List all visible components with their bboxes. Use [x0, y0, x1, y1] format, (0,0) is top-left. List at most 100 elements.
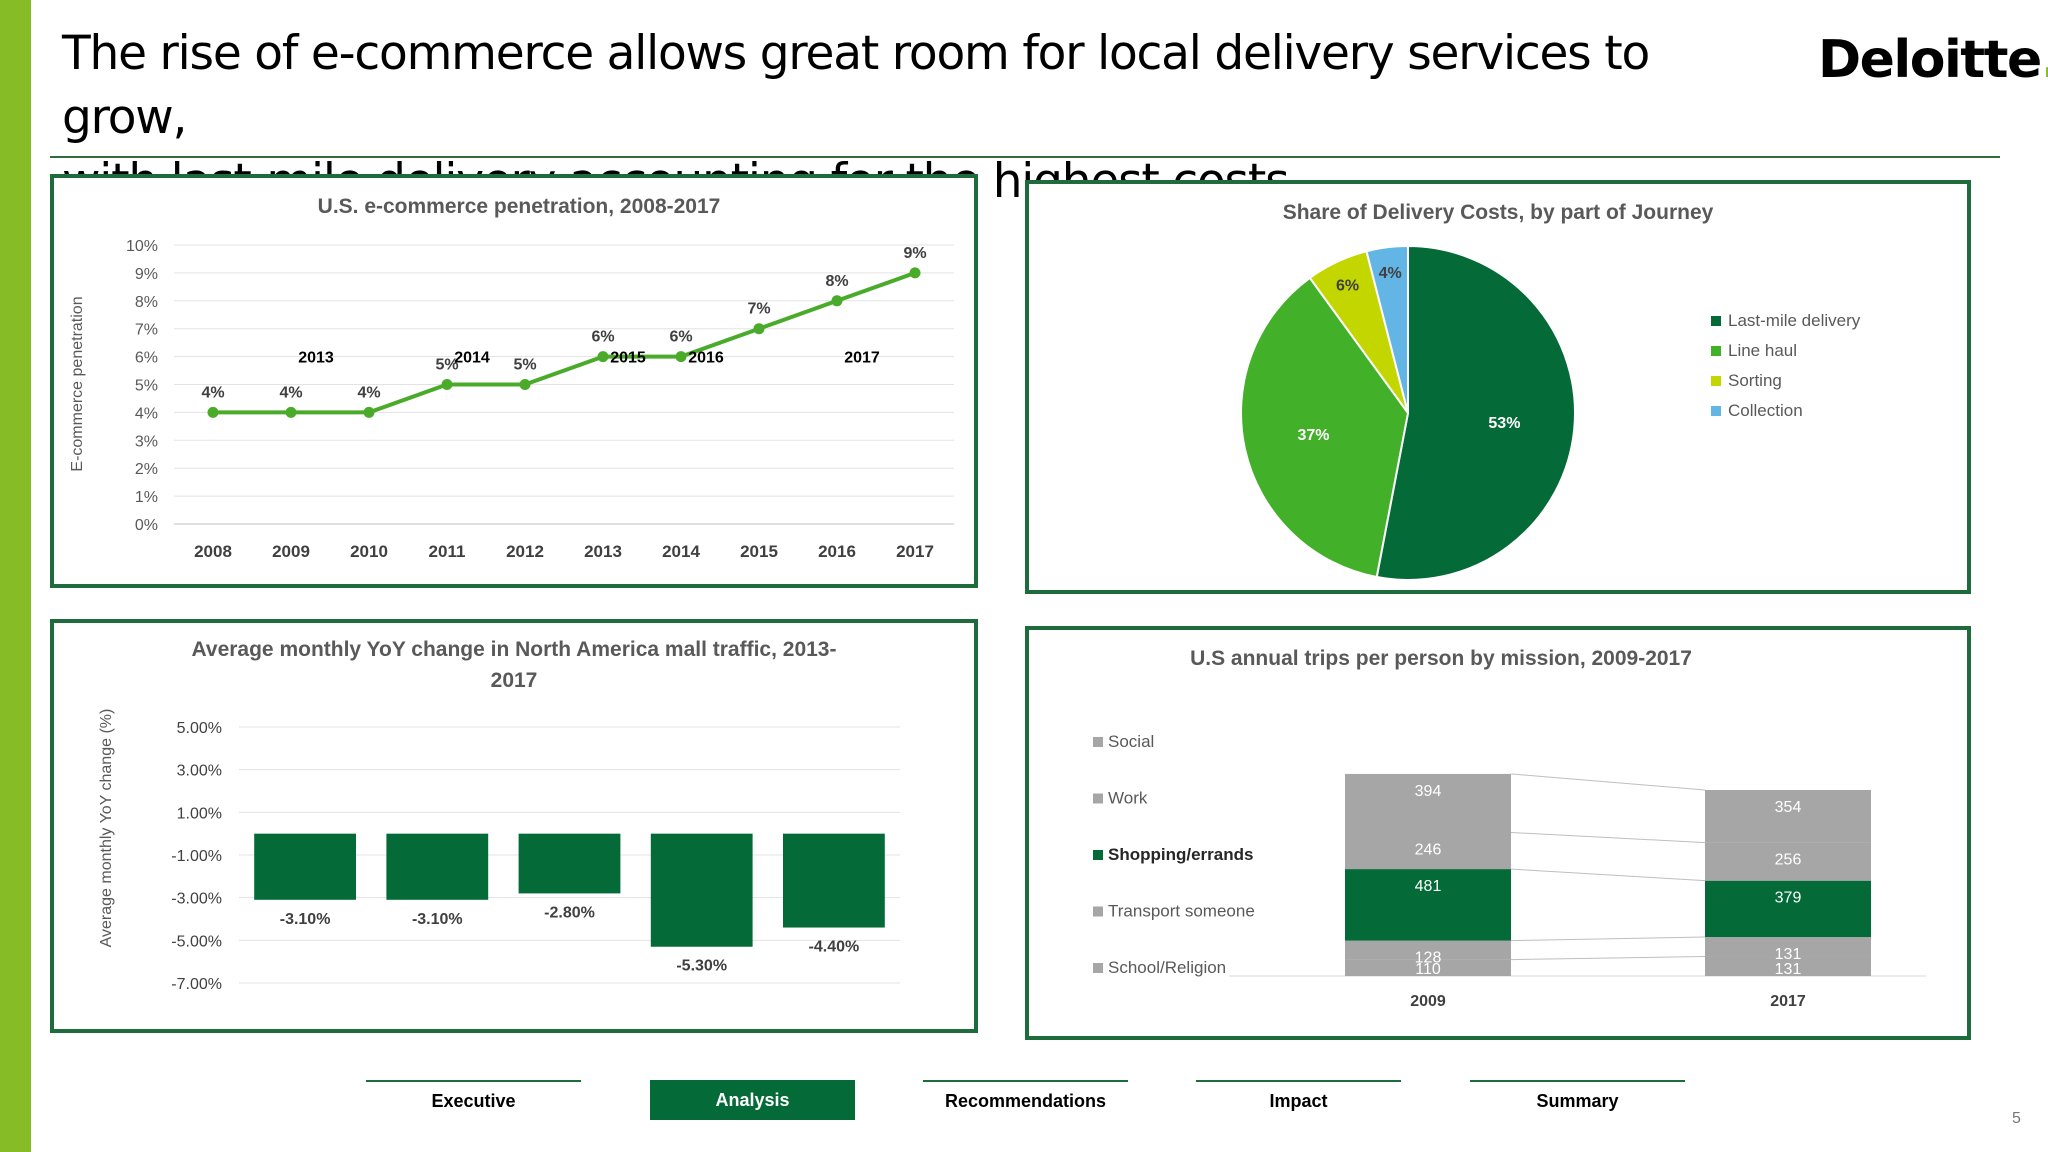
stack-segment	[1345, 940, 1511, 960]
stack-segment	[1705, 937, 1871, 957]
data-label: 6%	[669, 329, 692, 346]
legend-label: Work	[1108, 789, 1148, 808]
segment-label: 379	[1775, 890, 1802, 907]
delivery-costs-chart: Share of Delivery Costs, by part of Jour…	[1240, 201, 1861, 581]
segment-label: 131	[1775, 946, 1802, 963]
annotation-label: 2014	[454, 350, 490, 367]
bar	[518, 833, 621, 894]
annotation-label: 2015	[610, 350, 646, 367]
segment-label: 131	[1775, 961, 1802, 978]
bar	[650, 833, 753, 947]
ecommerce-chart: U.S. e-commerce penetration, 2008-2017 E-…	[69, 195, 954, 561]
logo-text: Deloitte	[1818, 30, 2042, 90]
legend-swatch	[1093, 963, 1103, 973]
nav-impact[interactable]: Impact	[1196, 1080, 1401, 1120]
pie-slice	[1375, 244, 1576, 581]
y-tick-label: -7.00%	[171, 976, 222, 993]
nav-executive[interactable]: Executive	[366, 1080, 581, 1120]
delivery-costs-panel: Share of Delivery Costs, by part of Jour…	[1025, 180, 1971, 594]
legend-swatch	[1093, 906, 1103, 917]
mall-traffic-chart: Average monthly YoY change in North Amer…	[98, 638, 900, 993]
y-tick-label: 8%	[135, 294, 158, 311]
x-tick-label: 2008	[194, 542, 232, 561]
legend-swatch	[1711, 346, 1721, 356]
bar	[254, 833, 356, 900]
legend-label: Collection	[1728, 401, 1803, 420]
series-connector	[1510, 832, 1706, 844]
bar	[386, 833, 489, 900]
slice-label: 53%	[1488, 415, 1520, 432]
y-tick-label: 3%	[135, 433, 158, 450]
nav-recommendations[interactable]: Recommendations	[923, 1080, 1128, 1120]
y-tick-label: 0%	[135, 517, 158, 534]
slice-label: 4%	[1379, 265, 1402, 282]
x-tick-label: 2013	[584, 542, 622, 561]
x-tick-label: 2014	[662, 542, 700, 561]
y-tick-label: 5%	[135, 378, 158, 395]
data-label: -5.30%	[676, 958, 727, 975]
y-tick-label: 1%	[135, 489, 158, 506]
annotation-label: 2016	[688, 350, 724, 367]
data-label: 7%	[747, 301, 770, 318]
trips-chart: U.S annual trips per person by mission, …	[1093, 647, 1926, 1010]
y-axis-label: E-commerce penetration	[69, 296, 86, 471]
slide-title-line-1: The rise of e-commerce allows great room…	[62, 26, 1650, 145]
data-label: 8%	[825, 273, 848, 290]
y-tick-label: 9%	[135, 266, 158, 283]
ecommerce-chart-panel: U.S. e-commerce penetration, 2008-2017 E-…	[50, 174, 978, 588]
y-tick-label: 7%	[135, 322, 158, 339]
data-label: 5%	[513, 357, 536, 374]
chart-title: U.S annual trips per person by mission, …	[1190, 647, 1692, 670]
page-number: 5	[2012, 1110, 2021, 1127]
nav-analysis[interactable]: Analysis	[650, 1080, 855, 1120]
legend-swatch	[1093, 793, 1103, 804]
pie-slice	[1365, 244, 1409, 414]
bar	[783, 833, 885, 928]
x-tick-label: 2012	[506, 542, 544, 561]
data-label: 4%	[201, 384, 224, 401]
nav-summary[interactable]: Summary	[1470, 1080, 1685, 1120]
legend-swatch	[1711, 376, 1721, 386]
legend-label: School/Religion	[1108, 958, 1226, 977]
legend-label: Shopping/errands	[1108, 845, 1253, 864]
data-point	[909, 267, 921, 279]
data-point	[207, 406, 219, 418]
mall-traffic-panel: Average monthly YoY change in North Amer…	[50, 619, 978, 1033]
segment-label: 354	[1775, 799, 1802, 816]
series-connector	[1510, 773, 1706, 791]
data-label: -3.10%	[412, 911, 463, 928]
legend-label: Last-mile delivery	[1728, 311, 1861, 330]
x-tick-label: 2017	[1770, 993, 1806, 1010]
stack-segment	[1705, 956, 1871, 976]
stack-segment	[1705, 789, 1871, 843]
data-label: -3.10%	[280, 911, 331, 928]
annotation-label: 2013	[298, 350, 334, 367]
segment-label: 256	[1775, 852, 1802, 869]
x-tick-label: 2011	[429, 542, 466, 561]
y-tick-label: 1.00%	[177, 805, 222, 822]
segment-label: 394	[1415, 783, 1442, 800]
y-tick-label: -3.00%	[171, 891, 222, 908]
y-tick-label: -5.00%	[171, 933, 222, 950]
stack-segment	[1345, 869, 1511, 941]
chart-title-line-1: Average monthly YoY change in North Amer…	[192, 638, 837, 661]
x-tick-label: 2017	[896, 542, 934, 561]
legend-label: Transport someone	[1108, 902, 1255, 921]
chart-title: Share of Delivery Costs, by part of Jour…	[1283, 201, 1714, 224]
legend-swatch	[1093, 737, 1103, 747]
x-tick-label: 2016	[818, 542, 856, 561]
data-label: 6%	[591, 329, 614, 346]
series-connector	[1510, 868, 1706, 882]
logo-dot: .	[2041, 30, 2048, 90]
x-tick-label: 2009	[1410, 993, 1446, 1010]
trips-panel: U.S annual trips per person by mission, …	[1025, 626, 1971, 1040]
slice-label: 37%	[1297, 427, 1329, 444]
data-point	[519, 379, 531, 390]
accent-bar	[0, 0, 31, 1152]
chart-title: U.S. e-commerce penetration, 2008-2017	[318, 195, 721, 218]
y-tick-label: 5.00%	[177, 720, 222, 737]
series-connector	[1510, 956, 1706, 961]
data-point	[441, 379, 453, 390]
y-tick-label: 4%	[135, 405, 158, 422]
data-point	[831, 295, 843, 307]
